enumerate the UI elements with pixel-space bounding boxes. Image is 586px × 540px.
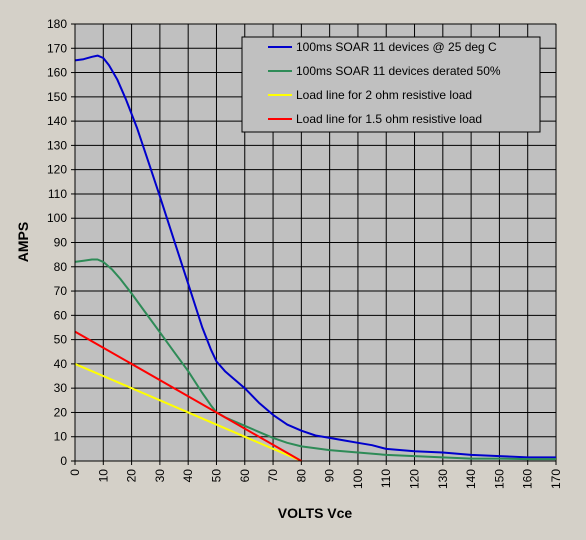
legend-label-3: Load line for 2 ohm resistive load: [296, 88, 472, 102]
x-tick-label: 120: [408, 469, 422, 489]
y-tick-label: 40: [54, 357, 68, 371]
x-tick-label: 90: [323, 469, 337, 483]
x-tick-label: 110: [379, 469, 393, 488]
x-tick-label: 0: [68, 469, 82, 476]
x-tick-labels: 0 10 20 30 40 50 60 70 80 90 100 110 120 130 140 150 160…: [68, 461, 563, 489]
x-tick-label: 70: [266, 469, 280, 483]
x-tick-label: 60: [238, 469, 252, 483]
legend-box: [241, 36, 541, 133]
x-tick-label: 80: [294, 469, 308, 483]
x-axis-title: VOLTS Vce: [278, 505, 353, 521]
x-tick-label: 160: [521, 469, 535, 489]
x-tick-label: 40: [181, 469, 195, 483]
y-tick-label: 150: [47, 90, 67, 104]
y-tick-label: 180: [47, 17, 67, 31]
y-tick-label: 170: [47, 41, 67, 55]
y-tick-label: 80: [54, 260, 68, 274]
y-tick-label: 140: [47, 114, 67, 128]
y-tick-label: 130: [47, 138, 67, 152]
series-line-1: [74, 54, 556, 459]
y-axis-title: AMPS: [15, 222, 31, 262]
y-tick-labels: 0 10 20 30 40 50 60 70 80 90 100 110 120 130 140 150 160…: [47, 17, 75, 468]
y-tick-label: 0: [60, 454, 67, 468]
x-tick-label: 100: [351, 469, 365, 489]
legend: 100ms SOAR 11 devices @ 25 deg C 100ms SO…: [241, 36, 541, 133]
series-layer: [74, 54, 556, 462]
legend-entries: 100ms SOAR 11 devices @ 25 deg C 100ms SO…: [268, 40, 501, 126]
y-tick-label: 110: [48, 187, 67, 201]
legend-label-1: 100ms SOAR 11 devices @ 25 deg C: [296, 40, 497, 54]
y-tick-label: 160: [47, 66, 67, 80]
y-tick-label: 10: [54, 430, 68, 444]
x-tick-label: 50: [209, 469, 223, 483]
y-tick-label: 50: [54, 333, 68, 347]
series-line-3: [74, 362, 302, 462]
y-tick-label: 100: [47, 211, 67, 225]
y-tick-label: 60: [54, 308, 68, 322]
legend-label-2: 100ms SOAR 11 devices derated 50%: [296, 64, 501, 78]
y-tick-label: 20: [54, 405, 68, 419]
series-line-4: [74, 330, 302, 462]
x-tick-label: 130: [436, 469, 450, 489]
y-tick-label: 30: [54, 381, 68, 395]
x-tick-label: 20: [125, 469, 139, 483]
y-tick-label: 120: [47, 163, 67, 177]
y-tick-label: 90: [54, 236, 68, 250]
y-tick-label: 70: [54, 284, 68, 298]
x-tick-label: 30: [153, 469, 167, 483]
x-tick-label: 140: [464, 469, 478, 489]
x-tick-label: 10: [96, 469, 110, 483]
x-tick-label: 170: [549, 469, 563, 489]
x-tick-label: 150: [492, 469, 506, 489]
grid-layer: [75, 23, 557, 461]
legend-label-4: Load line for 1.5 ohm resistive load: [296, 112, 482, 126]
